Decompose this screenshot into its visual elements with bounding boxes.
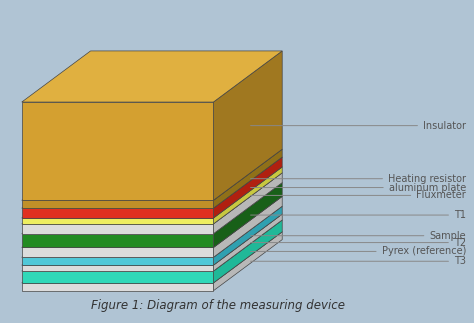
Polygon shape [22,224,213,234]
Text: T3: T3 [251,256,466,266]
Polygon shape [22,220,282,271]
Text: Pyrex (reference): Pyrex (reference) [251,246,466,256]
Polygon shape [213,51,282,200]
Polygon shape [22,182,282,234]
Polygon shape [213,206,282,265]
Polygon shape [213,173,282,234]
Polygon shape [213,196,282,257]
Text: Insulator: Insulator [251,120,466,130]
Polygon shape [213,149,282,208]
Polygon shape [22,257,213,265]
Text: Figure 1: Diagram of the measuring device: Figure 1: Diagram of the measuring devic… [91,299,346,312]
Polygon shape [22,214,282,265]
Text: Sample: Sample [251,231,466,241]
Polygon shape [22,102,213,200]
Polygon shape [22,283,213,291]
Polygon shape [22,206,282,257]
Text: aluminum plate: aluminum plate [251,182,466,193]
Polygon shape [22,196,282,247]
Polygon shape [22,173,282,224]
Polygon shape [213,232,282,291]
Text: Heating resistor: Heating resistor [251,174,466,184]
Polygon shape [22,247,213,257]
Polygon shape [22,157,282,208]
Polygon shape [213,167,282,224]
Polygon shape [213,157,282,218]
Polygon shape [22,200,213,208]
Polygon shape [22,265,213,271]
Text: Fluxmeter: Fluxmeter [251,190,466,200]
Polygon shape [22,232,282,283]
Text: T2: T2 [251,238,466,248]
Polygon shape [22,149,282,200]
Polygon shape [22,218,213,224]
Text: T1: T1 [251,210,466,220]
Polygon shape [213,182,282,247]
Polygon shape [22,271,213,283]
Polygon shape [213,214,282,271]
Polygon shape [22,208,213,218]
Polygon shape [22,234,213,247]
Polygon shape [22,167,282,218]
Polygon shape [213,220,282,283]
Polygon shape [22,51,282,102]
